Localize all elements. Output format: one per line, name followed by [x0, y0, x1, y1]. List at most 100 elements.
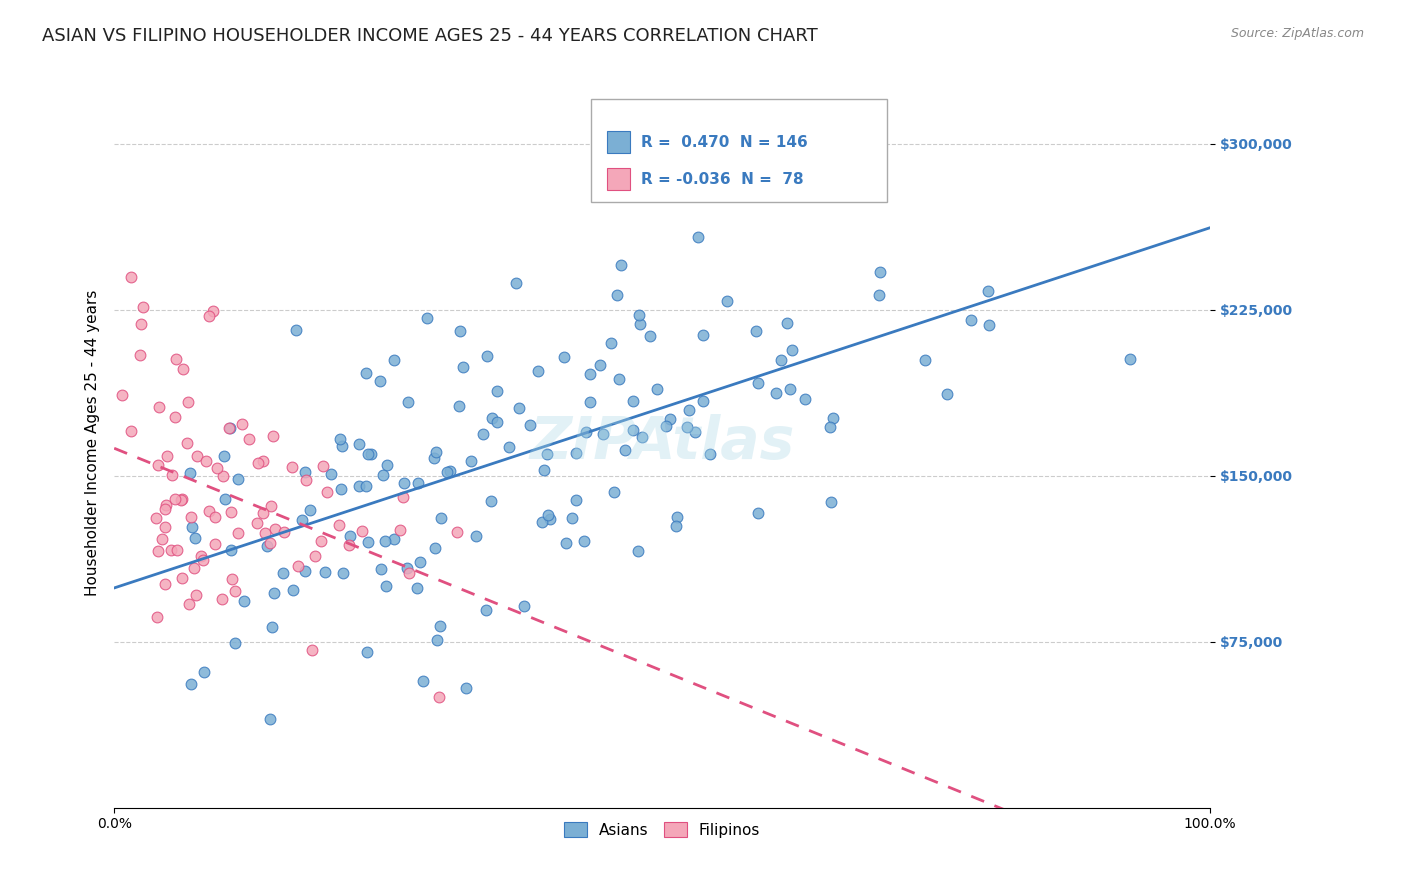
Point	[176, 435, 198, 450]
Point	[153, 577, 176, 591]
Point	[460, 454, 482, 468]
Point	[152, 532, 174, 546]
Point	[481, 410, 503, 425]
Point	[382, 353, 405, 368]
Point	[354, 367, 377, 381]
Point	[572, 534, 595, 549]
Point	[475, 603, 498, 617]
Point	[170, 571, 193, 585]
Point	[779, 382, 801, 396]
Point	[339, 529, 361, 543]
FancyBboxPatch shape	[607, 131, 630, 153]
Point	[129, 317, 152, 331]
Point	[254, 525, 277, 540]
Point	[692, 394, 714, 409]
Point	[425, 541, 447, 556]
Point	[449, 324, 471, 338]
Point	[665, 509, 688, 524]
Point	[665, 519, 688, 533]
Point	[730, 178, 752, 193]
Point	[602, 485, 624, 500]
Point	[314, 565, 336, 579]
Point	[575, 425, 598, 439]
Point	[589, 358, 612, 372]
FancyBboxPatch shape	[607, 169, 630, 190]
Point	[623, 394, 645, 409]
Point	[638, 329, 661, 343]
Point	[120, 424, 142, 438]
Point	[207, 461, 229, 475]
Point	[426, 632, 449, 647]
Point	[294, 465, 316, 479]
Point	[262, 429, 284, 443]
Point	[820, 495, 842, 509]
Point	[193, 665, 215, 680]
Point	[159, 543, 181, 558]
Point	[436, 465, 458, 479]
Point	[692, 328, 714, 343]
Point	[330, 483, 353, 497]
Point	[513, 599, 536, 613]
Point	[233, 594, 256, 608]
Point	[745, 324, 768, 338]
Point	[371, 467, 394, 482]
Point	[699, 447, 721, 461]
Point	[186, 450, 208, 464]
Point	[221, 543, 243, 558]
Point	[454, 681, 477, 696]
Point	[184, 588, 207, 602]
Point	[180, 677, 202, 691]
Point	[128, 348, 150, 362]
Point	[405, 581, 427, 595]
Point	[429, 619, 451, 633]
Point	[197, 309, 219, 323]
Point	[180, 510, 202, 524]
Point	[360, 447, 382, 461]
Point	[304, 549, 326, 564]
Point	[451, 360, 474, 375]
Point	[170, 492, 193, 507]
Point	[382, 532, 405, 546]
Point	[290, 513, 312, 527]
Y-axis label: Householder Income Ages 25 - 44 years: Householder Income Ages 25 - 44 years	[86, 289, 100, 596]
Point	[592, 426, 614, 441]
Point	[219, 421, 242, 435]
Point	[530, 515, 553, 529]
Point	[224, 636, 246, 650]
Point	[508, 401, 530, 415]
Point	[979, 318, 1001, 332]
Point	[238, 432, 260, 446]
Point	[263, 585, 285, 599]
Point	[565, 493, 588, 508]
Point	[936, 387, 959, 401]
Point	[627, 544, 650, 558]
Point	[148, 458, 170, 472]
FancyBboxPatch shape	[591, 99, 887, 202]
Point	[794, 392, 817, 406]
Point	[132, 300, 155, 314]
Point	[423, 451, 446, 466]
Point	[765, 386, 787, 401]
Point	[183, 560, 205, 574]
Point	[299, 503, 322, 517]
Point	[256, 540, 278, 554]
Point	[357, 447, 380, 461]
Point	[1119, 352, 1142, 367]
Point	[212, 450, 235, 464]
Point	[536, 447, 558, 461]
Point	[295, 473, 318, 487]
Point	[553, 350, 575, 364]
Point	[287, 558, 309, 573]
Point	[218, 421, 240, 435]
Point	[716, 294, 738, 309]
Point	[561, 510, 583, 524]
Point	[683, 425, 706, 439]
Point	[354, 479, 377, 493]
Point	[260, 500, 283, 514]
Point	[301, 643, 323, 657]
Point	[312, 458, 335, 473]
Point	[111, 388, 134, 402]
Point	[914, 353, 936, 368]
Point	[430, 511, 453, 525]
Point	[219, 505, 242, 519]
